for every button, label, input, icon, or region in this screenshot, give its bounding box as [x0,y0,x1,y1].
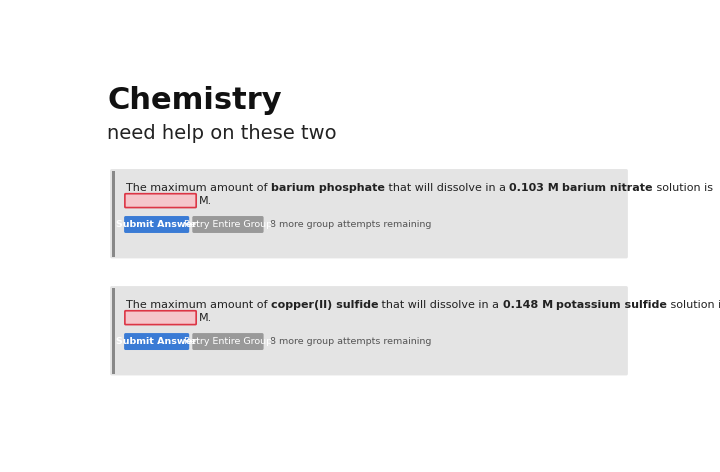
Text: solution is: solution is [667,300,720,310]
Bar [112,170,114,257]
Text: barium phosphate: barium phosphate [271,183,384,193]
Text: 0.103 M: 0.103 M [509,183,559,193]
Text: M.: M. [199,196,212,206]
Text: that will dissolve in a: that will dissolve in a [384,183,509,193]
Text: 8 more group attempts remaining: 8 more group attempts remaining [270,220,431,229]
Text: The maximum amount of: The maximum amount of [126,183,271,193]
Text: Chemistry: Chemistry [107,86,282,115]
Text: 8 more group attempts remaining: 8 more group attempts remaining [270,337,431,346]
FancyBboxPatch shape [125,194,196,208]
FancyBboxPatch shape [192,333,264,350]
FancyBboxPatch shape [110,286,628,375]
Text: Submit Answer: Submit Answer [116,337,197,346]
Text: solution is: solution is [653,183,713,193]
FancyBboxPatch shape [125,311,196,325]
Text: The maximum amount of: The maximum amount of [126,300,271,310]
Text: Retry Entire Group: Retry Entire Group [184,220,272,229]
FancyBboxPatch shape [110,169,628,258]
Text: Retry Entire Group: Retry Entire Group [184,337,272,346]
Text: that will dissolve in a: that will dissolve in a [378,300,503,310]
Bar [112,287,114,374]
FancyBboxPatch shape [124,216,189,233]
Text: M.: M. [199,313,212,323]
FancyBboxPatch shape [192,216,264,233]
Text: 0.148 M: 0.148 M [503,300,553,310]
Text: Submit Answer: Submit Answer [116,220,197,229]
Text: barium nitrate: barium nitrate [562,183,653,193]
Text: copper(II) sulfide: copper(II) sulfide [271,300,378,310]
Text: need help on these two: need help on these two [107,125,337,143]
Text: potassium sulfide: potassium sulfide [557,300,667,310]
FancyBboxPatch shape [124,333,189,350]
